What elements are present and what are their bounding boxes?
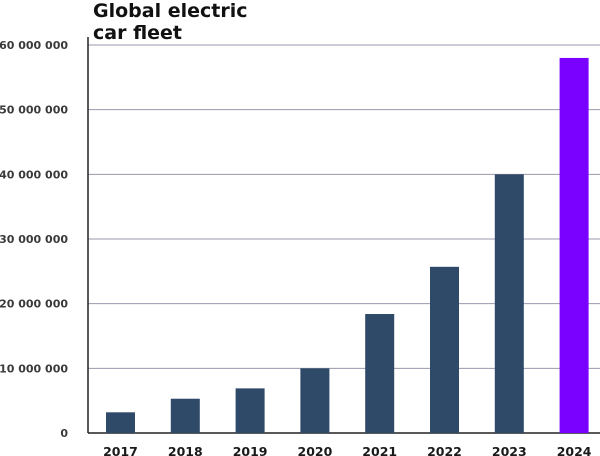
x-tick-label: 2021 xyxy=(362,444,397,456)
x-tick-label: 2020 xyxy=(298,444,333,456)
x-tick-label: 2024 xyxy=(557,444,592,456)
bar-2017 xyxy=(106,412,135,433)
bar-2018 xyxy=(170,398,200,433)
chart-title-line-2: car fleet xyxy=(93,22,183,44)
y-tick-label: 60 000 000 xyxy=(0,39,68,52)
y-tick-label: 30 000 000 xyxy=(0,233,68,246)
bar-2024 xyxy=(559,57,589,433)
y-tick-label: 20 000 000 xyxy=(0,298,68,311)
chart-title: Global electric car fleet xyxy=(93,0,248,44)
x-axis-labels: 2017 2018 2019 2020 2021 2022 2023 2024 xyxy=(103,444,592,456)
x-tick-label: 2022 xyxy=(427,444,462,456)
x-tick-label: 2019 xyxy=(233,444,268,456)
bars xyxy=(106,57,589,434)
y-tick-label: 10 000 000 xyxy=(0,362,68,375)
bar-2019 xyxy=(235,388,265,433)
bar-2021 xyxy=(365,314,395,433)
bar-2023 xyxy=(494,174,524,434)
chart-title-line-1: Global electric xyxy=(93,0,248,22)
y-tick-label: 40 000 000 xyxy=(0,168,68,181)
y-tick-label: 50 000 000 xyxy=(0,104,68,117)
x-tick-label: 2017 xyxy=(103,444,138,456)
y-axis-labels: 0 10 000 000 20 000 000 30 000 000 40 000 00… xyxy=(0,39,68,440)
bar-2022 xyxy=(430,266,459,433)
x-tick-label: 2023 xyxy=(492,444,527,456)
bar-2020 xyxy=(300,368,330,433)
x-tick-label: 2018 xyxy=(168,444,203,456)
y-tick-label: 0 xyxy=(60,427,68,440)
